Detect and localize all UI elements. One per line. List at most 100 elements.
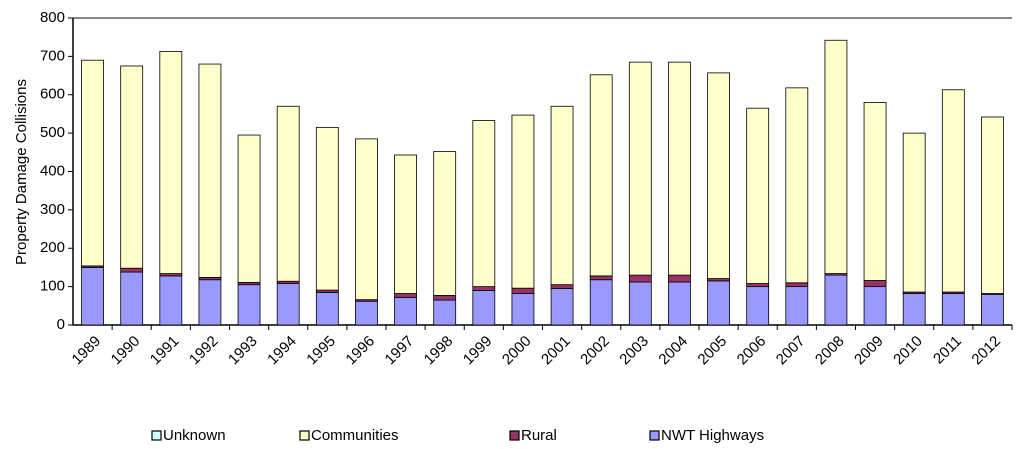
bar-segment [628, 281, 652, 326]
x-tick-label: 1998 [421, 333, 457, 369]
legend-swatch [299, 430, 310, 441]
legend-swatch [509, 430, 520, 441]
bar-segment [628, 274, 652, 283]
bar-segment [941, 89, 965, 293]
y-tick-label: 0 [57, 316, 65, 333]
bar-segment [394, 293, 417, 298]
bar-segment [276, 283, 300, 326]
bar-segment [472, 120, 496, 288]
bar-segment [472, 286, 496, 291]
y-tick-label: 800 [40, 9, 65, 26]
bar-segment [433, 299, 457, 326]
bar-segment [237, 284, 261, 326]
legend-label: Unknown [163, 427, 226, 444]
x-tick-label: 2008 [812, 333, 848, 369]
legend-swatch [649, 430, 660, 441]
bar-segment [746, 283, 770, 288]
x-tick-label: 1999 [460, 333, 496, 369]
bar-segment [785, 286, 809, 326]
x-tick-label: 1992 [186, 333, 222, 369]
x-tick-label: 2005 [695, 333, 731, 369]
y-tick-label: 400 [40, 162, 65, 179]
bar-segment [355, 300, 378, 326]
legend-label: Communities [311, 427, 399, 444]
bar-segment [472, 290, 496, 326]
bar-segment [81, 267, 104, 326]
x-tick-label: 2004 [655, 333, 691, 369]
bar-segment [120, 65, 144, 269]
x-tick-label: 1997 [382, 333, 418, 369]
bar-segment [550, 284, 574, 289]
x-tick-label: 2010 [890, 333, 926, 369]
x-tick-label: 2012 [968, 333, 1004, 369]
legend-label: Rural [521, 427, 557, 444]
bar-segment [433, 151, 457, 296]
bar-segment [981, 293, 1004, 326]
x-tick-label: 2011 [930, 333, 965, 368]
bar-segment [511, 114, 535, 289]
legend-swatch [151, 430, 162, 441]
x-tick-label: 1989 [69, 333, 105, 369]
bar-segment [863, 286, 887, 326]
x-tick-label: 1995 [303, 333, 339, 369]
x-tick-label: 2007 [773, 333, 809, 369]
legend-label: NWT Highways [661, 427, 764, 444]
bar-segment [81, 59, 104, 267]
bar-segment [707, 72, 730, 279]
bar-segment [550, 105, 574, 286]
bar-segment [159, 275, 183, 326]
y-axis-label: Property Damage Collisions [13, 79, 30, 265]
y-tick-label: 600 [40, 86, 65, 103]
bar-segment [628, 61, 652, 276]
x-tick-label: 2001 [538, 333, 574, 369]
bar-segment [746, 107, 770, 284]
bar-segment [824, 274, 848, 326]
x-tick-label: 2000 [499, 333, 535, 369]
x-tick-label: 2002 [577, 333, 613, 369]
x-tick-label: 1991 [147, 333, 183, 369]
bar-segment [237, 134, 261, 283]
bar-segment [120, 271, 144, 326]
x-tick-label: 2006 [734, 333, 770, 369]
bar-segment [668, 274, 691, 283]
y-tick-label: 100 [40, 278, 65, 295]
x-tick-label: 1990 [108, 333, 144, 369]
bar-segment [863, 280, 887, 288]
bar-segment [902, 132, 926, 293]
y-tick-label: 300 [40, 201, 65, 218]
bar-segment [589, 279, 613, 326]
bar-segment [276, 105, 300, 282]
x-tick-label: 1994 [264, 333, 300, 369]
bar-segment [589, 74, 613, 277]
bar-segment [550, 288, 574, 326]
bar-segment [941, 293, 965, 326]
bar-segment [785, 282, 809, 288]
bar-segment [824, 39, 848, 274]
x-tick-label: 2009 [851, 333, 887, 369]
x-tick-label: 2003 [616, 333, 652, 369]
bar-segment [668, 281, 691, 326]
bar-segment [902, 293, 926, 326]
bar-segment [981, 116, 1004, 294]
bar-segment [355, 138, 378, 301]
bar-segment [785, 87, 809, 284]
y-tick-label: 500 [40, 124, 65, 141]
bar-segment [707, 280, 730, 326]
y-tick-label: 200 [40, 239, 65, 256]
bar-segment [433, 295, 457, 301]
x-tick-label: 1996 [342, 333, 378, 369]
bar-segment [198, 279, 222, 326]
bar-segment [863, 102, 887, 281]
bar-segment [511, 293, 535, 326]
bar-segment [394, 154, 417, 294]
y-tick-label: 700 [40, 47, 65, 64]
bar-segment [159, 50, 183, 274]
bar-segment [198, 63, 222, 278]
bar-segment [746, 286, 770, 326]
bar-segment [315, 126, 339, 291]
x-tick-label: 1993 [225, 333, 261, 369]
bar-segment [394, 296, 417, 326]
bar-segment [120, 267, 144, 273]
bar-segment [668, 61, 691, 276]
